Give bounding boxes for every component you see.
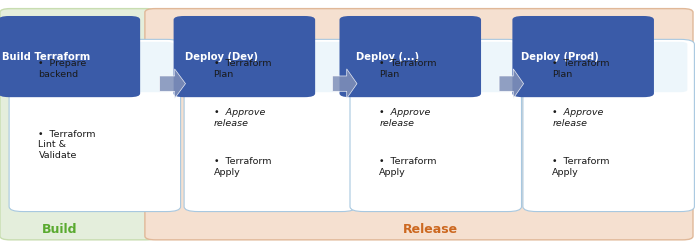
FancyBboxPatch shape (523, 39, 694, 212)
FancyBboxPatch shape (530, 42, 687, 92)
FancyBboxPatch shape (184, 39, 356, 212)
Text: Deploy (Prod): Deploy (Prod) (522, 52, 599, 62)
Text: Deploy (...): Deploy (...) (356, 52, 419, 62)
Text: •  Approve
release: • Approve release (379, 108, 430, 128)
FancyBboxPatch shape (191, 42, 349, 92)
Text: •  Terraform
Plan: • Terraform Plan (552, 59, 610, 79)
Text: •  Terraform
Plan: • Terraform Plan (214, 59, 271, 79)
FancyBboxPatch shape (0, 9, 156, 240)
FancyBboxPatch shape (512, 16, 654, 97)
FancyBboxPatch shape (9, 39, 181, 212)
Text: •  Approve
release: • Approve release (214, 108, 265, 128)
FancyBboxPatch shape (0, 16, 140, 97)
Text: Build Terraform: Build Terraform (2, 52, 90, 62)
FancyBboxPatch shape (340, 16, 481, 97)
FancyBboxPatch shape (174, 16, 315, 97)
Text: •  Terraform
Apply: • Terraform Apply (379, 157, 437, 177)
Text: •  Approve
release: • Approve release (552, 108, 603, 128)
Polygon shape (332, 69, 357, 98)
Text: •  Terraform
Apply: • Terraform Apply (214, 157, 271, 177)
Polygon shape (160, 69, 186, 98)
Text: •  Terraform
Apply: • Terraform Apply (552, 157, 610, 177)
Text: Build: Build (42, 223, 77, 236)
Text: •  Terraform
Plan: • Terraform Plan (379, 59, 437, 79)
FancyBboxPatch shape (350, 39, 522, 212)
Text: •  Terraform
Lint &
Validate: • Terraform Lint & Validate (38, 130, 96, 160)
Text: •  Prepare
backend: • Prepare backend (38, 59, 87, 79)
Polygon shape (499, 69, 524, 98)
Text: Release: Release (403, 223, 458, 236)
FancyBboxPatch shape (357, 42, 514, 92)
Text: Deploy (Dev): Deploy (Dev) (185, 52, 258, 62)
FancyBboxPatch shape (145, 9, 693, 240)
FancyBboxPatch shape (16, 42, 174, 92)
